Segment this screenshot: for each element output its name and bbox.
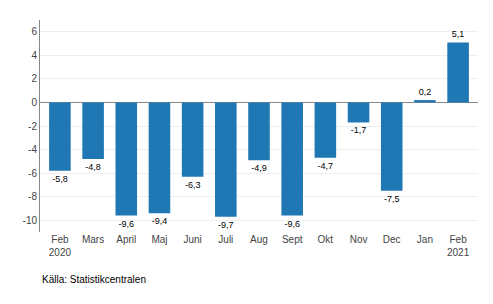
svg-text:-9,7: -9,7 bbox=[218, 220, 234, 230]
svg-text:Nov: Nov bbox=[350, 234, 368, 245]
svg-text:4: 4 bbox=[31, 50, 37, 61]
svg-text:Juni: Juni bbox=[183, 234, 201, 245]
svg-text:6: 6 bbox=[31, 26, 37, 37]
svg-text:-2: -2 bbox=[28, 121, 37, 132]
svg-text:Källa: Statistikcentralen: Källa: Statistikcentralen bbox=[42, 274, 146, 285]
svg-text:Sept: Sept bbox=[282, 234, 303, 245]
svg-text:5,1: 5,1 bbox=[452, 29, 465, 39]
svg-text:-9,6: -9,6 bbox=[284, 219, 300, 229]
svg-text:Feb2021: Feb2021 bbox=[447, 234, 470, 258]
svg-text:-9,6: -9,6 bbox=[119, 219, 135, 229]
svg-text:-6: -6 bbox=[28, 168, 37, 179]
svg-text:-10: -10 bbox=[23, 215, 38, 226]
svg-text:-7,5: -7,5 bbox=[384, 194, 400, 204]
svg-text:Maj: Maj bbox=[151, 234, 167, 245]
svg-text:Mars: Mars bbox=[82, 234, 104, 245]
svg-text:-9,4: -9,4 bbox=[152, 216, 168, 226]
svg-text:0: 0 bbox=[31, 97, 37, 108]
svg-text:-6,3: -6,3 bbox=[185, 180, 201, 190]
svg-text:-1,7: -1,7 bbox=[351, 125, 367, 135]
svg-text:Dec: Dec bbox=[383, 234, 401, 245]
svg-text:-5,8: -5,8 bbox=[52, 174, 68, 184]
svg-text:-4,7: -4,7 bbox=[318, 161, 334, 171]
svg-text:-8: -8 bbox=[28, 191, 37, 202]
svg-text:Feb2020: Feb2020 bbox=[49, 234, 72, 258]
svg-text:Juli: Juli bbox=[218, 234, 233, 245]
svg-text:April: April bbox=[116, 234, 136, 245]
svg-text:Okt: Okt bbox=[318, 234, 334, 245]
svg-text:-4,9: -4,9 bbox=[251, 163, 267, 173]
svg-text:Jan: Jan bbox=[417, 234, 433, 245]
svg-text:0,2: 0,2 bbox=[419, 87, 432, 97]
svg-text:Aug: Aug bbox=[250, 234, 268, 245]
svg-text:-4: -4 bbox=[28, 144, 37, 155]
svg-text:2: 2 bbox=[31, 73, 37, 84]
svg-text:-4,8: -4,8 bbox=[85, 162, 101, 172]
